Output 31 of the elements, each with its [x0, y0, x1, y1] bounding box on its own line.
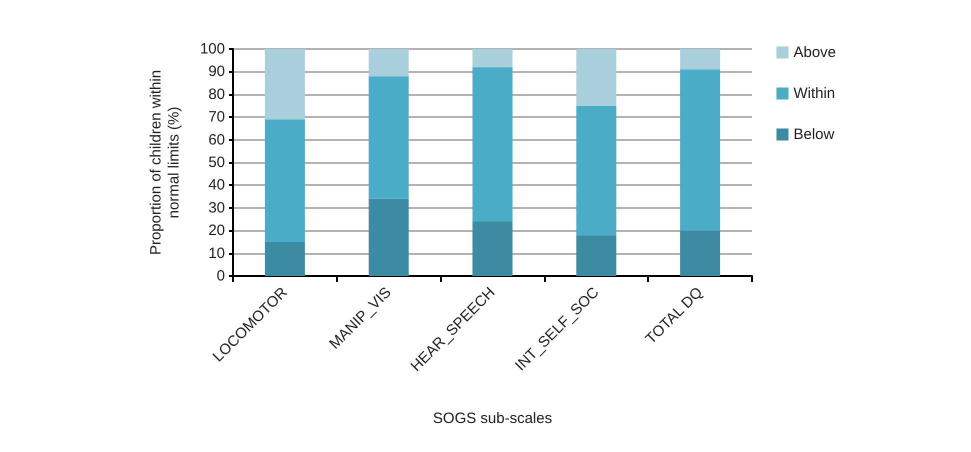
bar — [472, 67, 512, 222]
bar — [264, 49, 305, 120]
y-tick-label: 0 — [216, 268, 225, 284]
legend-label: Below — [793, 126, 834, 143]
bar — [576, 49, 616, 106]
bar — [680, 230, 720, 276]
bar — [680, 49, 720, 70]
bar — [576, 235, 616, 276]
bar — [472, 49, 512, 68]
bar — [472, 222, 512, 276]
y-tick-label: 60 — [208, 131, 225, 148]
y-tick-label: 40 — [208, 176, 225, 194]
bar — [264, 119, 305, 242]
bar — [368, 76, 409, 199]
bar — [368, 49, 409, 76]
x-axis-title: SOGS sub-scales — [432, 410, 552, 427]
legend-label: Above — [793, 44, 836, 61]
bar — [576, 106, 616, 236]
y-tick-label: 10 — [208, 244, 225, 262]
y-tick-label: 90 — [208, 63, 225, 80]
y-tick-label: 100 — [200, 40, 225, 58]
y-axis-title: Proportion of children within normal limits (%) — [148, 70, 182, 256]
y-tick-label: 30 — [208, 199, 225, 216]
y-tick-label: 80 — [208, 86, 225, 103]
y-tick-label: 50 — [208, 154, 225, 171]
y-tick-label: 20 — [208, 222, 225, 240]
y-tick-label: 70 — [208, 108, 225, 126]
bar — [368, 198, 409, 276]
legend-label: Within — [793, 85, 836, 102]
bar — [264, 242, 305, 276]
bar — [680, 69, 720, 231]
